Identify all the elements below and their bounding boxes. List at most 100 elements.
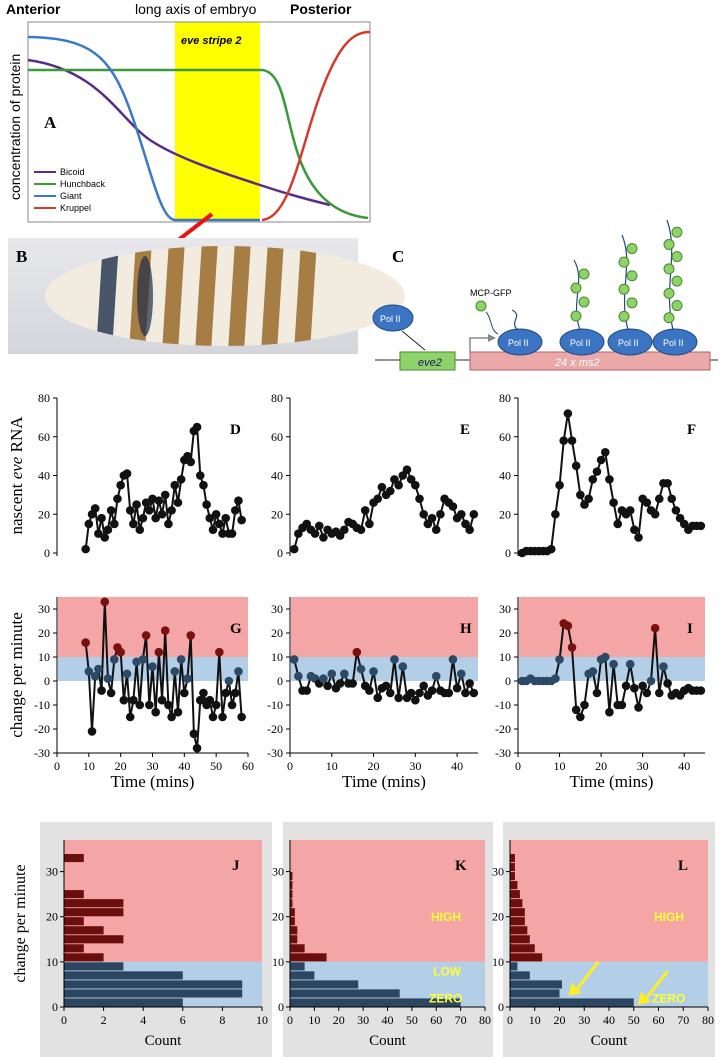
data-point — [84, 519, 94, 529]
histogram-bar — [290, 917, 295, 926]
data-point — [234, 496, 243, 505]
y-tick-label: -30 — [267, 746, 283, 760]
polii-ellipse-3 — [607, 328, 653, 356]
data-point — [110, 519, 119, 529]
data-point — [205, 513, 215, 523]
data-point — [132, 500, 141, 509]
mcp-gfp-bound — [578, 296, 590, 308]
mcp-gfp-bound — [671, 226, 683, 238]
data-point — [452, 683, 462, 693]
histogram-bar — [290, 890, 293, 899]
zone-label-high: HIGH — [431, 910, 461, 924]
data-point — [461, 688, 470, 698]
data-point — [116, 647, 125, 657]
y-tick-label: 30 — [272, 865, 284, 879]
panel-letter: F — [687, 422, 696, 438]
data-point — [237, 515, 246, 525]
data-point — [151, 513, 160, 523]
data-point — [663, 478, 672, 488]
chart-j: 0 10 20 30 0 2 4 6 8 10 J Count change per minute — [12, 822, 272, 1057]
data-point — [100, 533, 110, 542]
mcp-gfp-label: MCP-GFP — [470, 288, 512, 298]
data-point — [211, 700, 221, 710]
y-tick-label: 0 — [277, 674, 283, 688]
x-tick-label: 10 — [326, 759, 338, 773]
data-point — [398, 662, 408, 671]
data-point — [411, 695, 420, 705]
y-tick-label: 30 — [271, 602, 283, 616]
data-point — [592, 467, 602, 476]
x-tick-label: 0 — [54, 759, 60, 773]
data-point — [180, 688, 189, 698]
mcp-gfp-bound — [618, 310, 630, 322]
data-point — [215, 519, 224, 529]
giant-curve — [27, 35, 260, 222]
transcribing-polii: Pol II Pol II Pol II Pol II — [497, 219, 698, 356]
data-point — [138, 513, 148, 523]
y-tick-label: 40 — [38, 469, 50, 483]
data-point — [106, 506, 116, 515]
x-tick-label: 20 — [333, 1013, 345, 1027]
promoter-arrow — [469, 337, 488, 352]
data-point — [617, 700, 627, 710]
data-point — [360, 506, 370, 515]
histogram-bar — [64, 917, 84, 926]
data-point — [654, 494, 664, 504]
data-point — [237, 712, 246, 722]
histogram-bar — [64, 989, 243, 998]
data-point — [218, 712, 227, 722]
data-point — [696, 686, 706, 695]
data-point — [125, 712, 135, 722]
data-point — [465, 525, 474, 535]
data-point — [427, 513, 437, 523]
histogram-bar — [510, 935, 530, 944]
data-point — [199, 480, 208, 490]
y-tick-label: 80 — [38, 391, 50, 405]
x-axis-label: Count — [369, 1033, 407, 1049]
zone-label-zero: ZERO — [429, 991, 462, 1005]
x-tick-label: 10 — [554, 759, 566, 773]
data-point — [195, 471, 205, 480]
x-tick-label: 60 — [242, 759, 254, 773]
data-point — [167, 712, 176, 722]
y-tick-label: 30 — [499, 602, 511, 616]
y-tick-label: 30 — [46, 865, 58, 879]
y-axis-label: change per minute — [7, 612, 26, 738]
x-tick-label: 30 — [409, 759, 421, 773]
data-point — [385, 486, 395, 496]
x-tick-label: 50 — [210, 759, 222, 773]
data-point — [613, 519, 623, 529]
data-point — [94, 529, 103, 538]
y-tick-label: 0 — [498, 1000, 504, 1014]
panel-letter: E — [460, 422, 470, 438]
y-tick-label: 20 — [272, 910, 284, 924]
histogram-bar — [290, 872, 293, 881]
chart-f: 0 20 40 60 80 F — [499, 391, 706, 560]
series-line — [521, 413, 701, 554]
data-point — [106, 688, 116, 698]
data-point — [234, 667, 243, 676]
y-tick-label: -10 — [267, 698, 283, 712]
y-tick-label: 10 — [499, 650, 511, 664]
data-point — [289, 655, 299, 664]
x-tick-label: 20 — [595, 759, 607, 773]
mcp-gfp-bound — [671, 251, 683, 263]
panel-letter: K — [455, 858, 467, 874]
data-point — [160, 490, 170, 500]
data-point — [356, 664, 366, 674]
data-point — [365, 519, 374, 529]
data-point — [314, 521, 324, 531]
y-tick-label: 10 — [271, 650, 283, 664]
data-point — [224, 676, 234, 686]
x-tick-label: 0 — [515, 759, 521, 773]
data-point — [160, 626, 170, 635]
x-tick-label: 6 — [180, 1013, 186, 1027]
histogram-bar — [510, 962, 518, 971]
chart-l: 0 10 20 30 0 10 20 30 40 50 60 70 80 L Count HIGH ZERO — [492, 822, 715, 1057]
data-point — [116, 480, 125, 490]
eve-stripe-1 — [96, 246, 119, 346]
data-point — [186, 457, 195, 467]
data-point — [154, 496, 164, 505]
y-tick-label: 60 — [271, 430, 283, 444]
eve-stripe-6 — [261, 246, 284, 346]
